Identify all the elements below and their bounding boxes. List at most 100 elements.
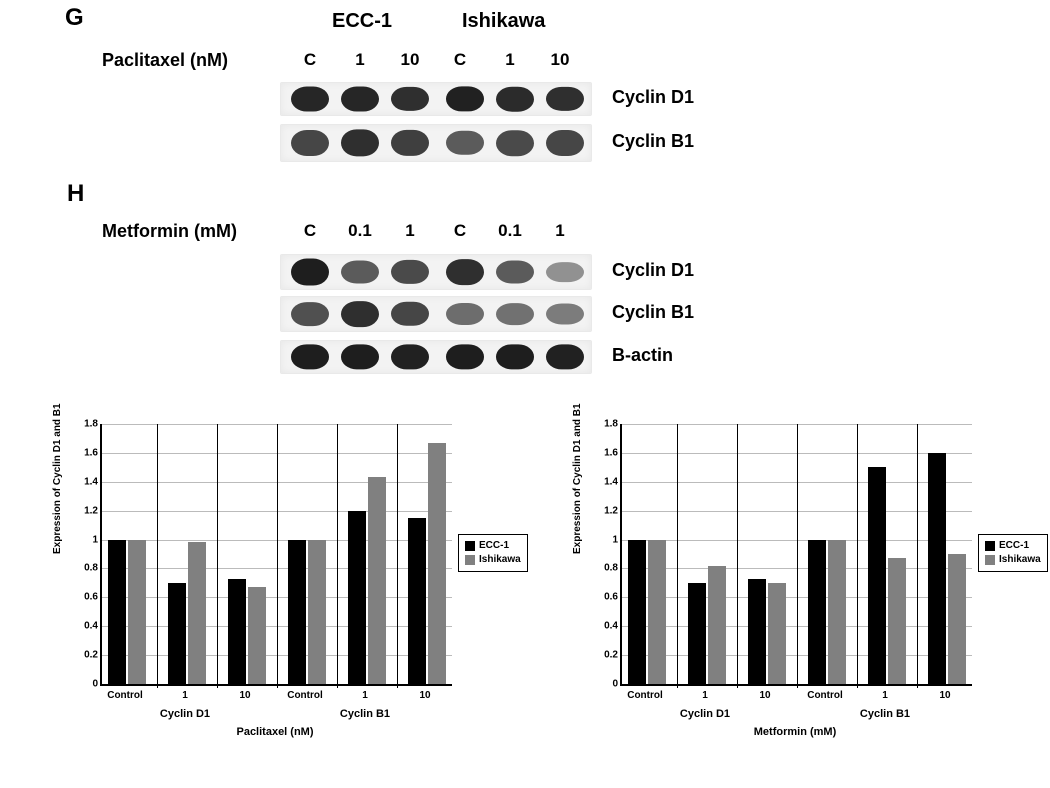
bar-ishikawa <box>768 583 786 684</box>
lane-header: 1 <box>335 50 385 70</box>
blot-band <box>391 260 429 284</box>
bar-ishikawa <box>888 558 906 684</box>
panel-letter-g: G <box>65 4 84 32</box>
bar-chart-paclitaxel: Expression of Cyclin D1 and B1 00.20.40.… <box>40 414 510 772</box>
blot-strip <box>280 82 592 116</box>
blot-row-label: Cyclin B1 <box>612 131 694 152</box>
y-tick-label: 1 <box>612 534 622 545</box>
y-tick-label: 1.2 <box>604 505 622 516</box>
cell-line-heading-ecc1: ECC-1 <box>332 10 392 33</box>
blot-band <box>291 259 329 286</box>
bar-ishikawa <box>368 477 386 684</box>
legend-label: ECC-1 <box>999 539 1029 553</box>
y-tick-label: 0.8 <box>604 563 622 574</box>
x-axis-title: Paclitaxel (nM) <box>40 726 510 738</box>
blot-strip <box>280 340 592 374</box>
bar-ecc1 <box>808 540 826 684</box>
panel-letter-h: H <box>67 180 84 208</box>
blot-band <box>496 303 534 325</box>
x-group-label: 1 <box>157 690 213 701</box>
legend-swatch <box>985 541 995 551</box>
blot-band <box>291 344 329 369</box>
figure-canvas: G H ECC-1 Ishikawa Paclitaxel (nM) Metfo… <box>0 0 1050 788</box>
blot-band <box>446 86 484 111</box>
treatment-label-paclitaxel: Paclitaxel (nM) <box>102 50 228 71</box>
lane-header: C <box>285 221 335 241</box>
legend-label: Ishikawa <box>479 553 521 567</box>
bar-chart-metformin: Expression of Cyclin D1 and B1 00.20.40.… <box>560 414 1030 772</box>
bar-ishikawa <box>248 587 266 684</box>
blot-band <box>341 260 379 283</box>
blot-band <box>391 344 429 369</box>
bar-ecc1 <box>228 579 246 684</box>
blot-row-label: B-actin <box>612 345 673 366</box>
group-separator <box>737 424 738 688</box>
bar-ecc1 <box>168 583 186 684</box>
bar-ecc1 <box>348 511 366 684</box>
x-section-label: Cyclin D1 <box>145 708 225 720</box>
lane-header: 0.1 <box>335 221 385 241</box>
y-axis-title: Expression of Cyclin D1 and B1 <box>572 403 583 554</box>
bar-ecc1 <box>628 540 646 684</box>
group-separator <box>277 424 278 688</box>
legend-label: ECC-1 <box>479 539 509 553</box>
bar-ecc1 <box>408 518 426 684</box>
blot-band <box>446 344 484 369</box>
x-group-label: Control <box>797 690 853 701</box>
lane-headers-paclitaxel: C110C110 <box>285 50 585 70</box>
y-tick-label: 1.4 <box>604 476 622 487</box>
blot-band <box>341 301 379 327</box>
bar-ishikawa <box>828 540 846 684</box>
y-tick-label: 0.4 <box>84 621 102 632</box>
group-separator <box>217 424 218 688</box>
x-section-label: Cyclin B1 <box>845 708 925 720</box>
blot-band <box>391 87 429 111</box>
bar-ecc1 <box>928 453 946 684</box>
chart-legend: ECC-1Ishikawa <box>458 534 528 572</box>
lane-header: C <box>435 50 485 70</box>
lane-header: 1 <box>485 50 535 70</box>
y-tick-label: 1.6 <box>604 447 622 458</box>
lane-header: C <box>285 50 335 70</box>
blot-band <box>391 130 429 156</box>
lane-header: 0.1 <box>485 221 535 241</box>
x-group-label: 1 <box>677 690 733 701</box>
plot-area: 00.20.40.60.811.21.41.61.8 <box>100 424 452 686</box>
x-section-label: Cyclin B1 <box>325 708 405 720</box>
legend-item: ECC-1 <box>985 539 1041 553</box>
x-group-label: Control <box>617 690 673 701</box>
y-tick-label: 1.4 <box>84 476 102 487</box>
y-tick-label: 0 <box>92 679 102 690</box>
x-group-label: 10 <box>217 690 273 701</box>
bar-ishikawa <box>708 566 726 684</box>
group-separator <box>157 424 158 688</box>
group-separator <box>857 424 858 688</box>
legend-label: Ishikawa <box>999 553 1041 567</box>
x-group-label: 10 <box>917 690 973 701</box>
plot-area: 00.20.40.60.811.21.41.61.8 <box>620 424 972 686</box>
blot-strip <box>280 254 592 290</box>
y-tick-label: 1.6 <box>84 447 102 458</box>
y-tick-label: 0.2 <box>84 650 102 661</box>
bar-ishikawa <box>648 540 666 684</box>
blot-band <box>546 130 584 156</box>
x-group-label: 10 <box>397 690 453 701</box>
blot-band <box>446 131 484 155</box>
blot-row-label: Cyclin D1 <box>612 87 694 108</box>
blot-band <box>341 87 379 112</box>
lane-header: 1 <box>535 221 585 241</box>
blot-band <box>446 303 484 325</box>
lane-header: C <box>435 221 485 241</box>
bar-ishikawa <box>428 443 446 684</box>
legend-swatch <box>985 555 995 565</box>
x-group-label: 1 <box>337 690 393 701</box>
cell-line-heading-ishikawa: Ishikawa <box>462 10 545 33</box>
blot-band <box>291 302 329 326</box>
lane-header: 10 <box>385 50 435 70</box>
blot-band <box>496 87 534 112</box>
y-tick-label: 0.8 <box>84 563 102 574</box>
legend-item: Ishikawa <box>465 553 521 567</box>
y-tick-label: 0.6 <box>84 592 102 603</box>
blot-row-label: Cyclin B1 <box>612 302 694 323</box>
treatment-label-metformin: Metformin (mM) <box>102 221 237 242</box>
